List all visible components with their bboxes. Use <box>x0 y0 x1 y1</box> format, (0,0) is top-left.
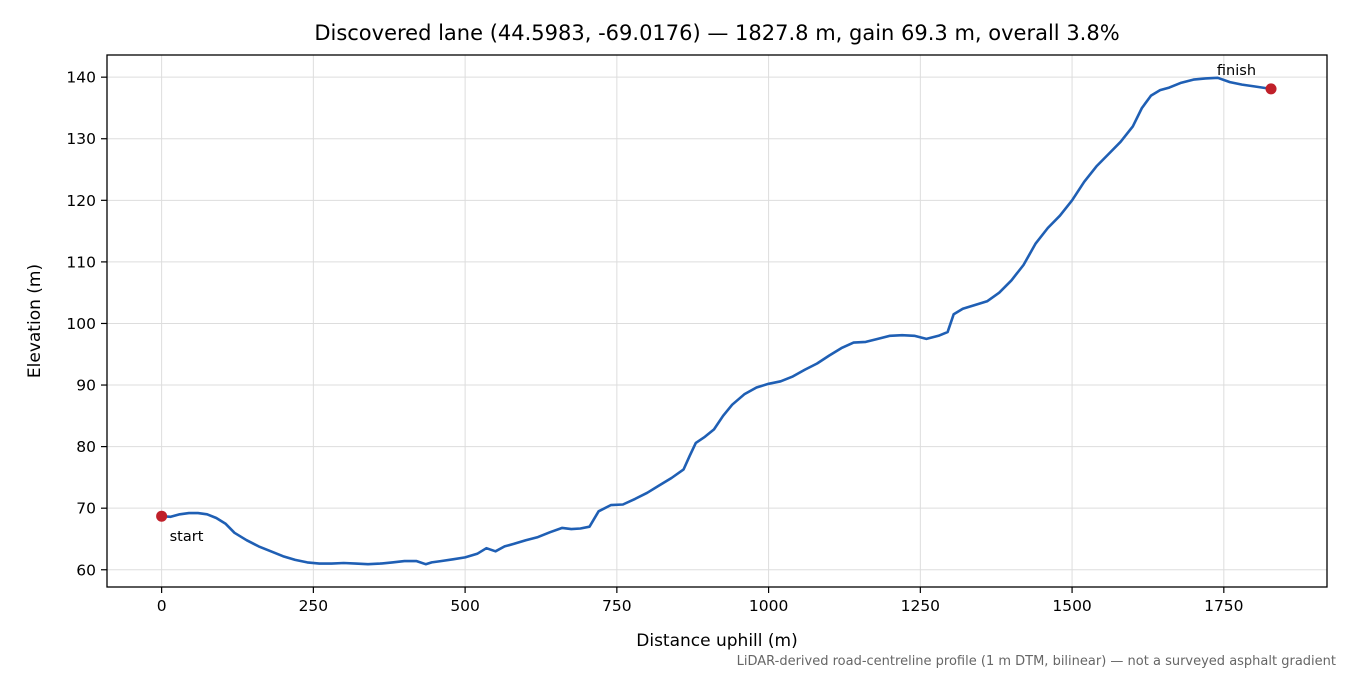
y-gridlines <box>107 76 1327 571</box>
elevation-line <box>160 76 1273 566</box>
y-tick-label: 80 <box>76 438 96 456</box>
y-tick-label: 110 <box>66 253 96 271</box>
finish-label: finish <box>1217 63 1256 79</box>
y-axis-ticks: 60 70 80 90 100 110 120 130 140 <box>66 69 107 579</box>
footnote: LiDAR-derived road-centreline profile (1… <box>737 654 1336 669</box>
x-axis-ticks: 0 250 500 750 1000 1250 1500 1750 <box>157 587 1244 615</box>
x-tick-label: 1750 <box>1204 597 1243 615</box>
y-tick-label: 140 <box>66 69 96 87</box>
chart-title: Discovered lane (44.5983, -69.0176) — 18… <box>314 21 1119 45</box>
marker-layer: start finish <box>156 63 1277 545</box>
x-tick-label: 500 <box>450 597 480 615</box>
x-tick-label: 1000 <box>749 597 788 615</box>
finish-marker <box>1265 83 1277 95</box>
series-layer <box>160 76 1273 566</box>
y-tick-label: 130 <box>66 130 96 148</box>
y-tick-label: 100 <box>66 315 96 333</box>
y-tick-label: 70 <box>76 500 96 518</box>
x-gridlines <box>161 55 1225 587</box>
start-label: start <box>170 529 204 545</box>
x-axis-label: Distance uphill (m) <box>636 631 797 651</box>
y-axis-label: Elevation (m) <box>25 264 45 378</box>
y-tick-label: 90 <box>76 377 96 395</box>
start-marker <box>156 510 168 522</box>
y-tick-label: 60 <box>76 561 96 579</box>
plot-frame <box>106 54 1328 588</box>
y-tick-label: 120 <box>66 192 96 210</box>
x-tick-label: 250 <box>299 597 329 615</box>
x-tick-label: 1500 <box>1052 597 1091 615</box>
x-tick-label: 750 <box>602 597 632 615</box>
x-tick-label: 1250 <box>901 597 940 615</box>
x-tick-label: 0 <box>157 597 167 615</box>
